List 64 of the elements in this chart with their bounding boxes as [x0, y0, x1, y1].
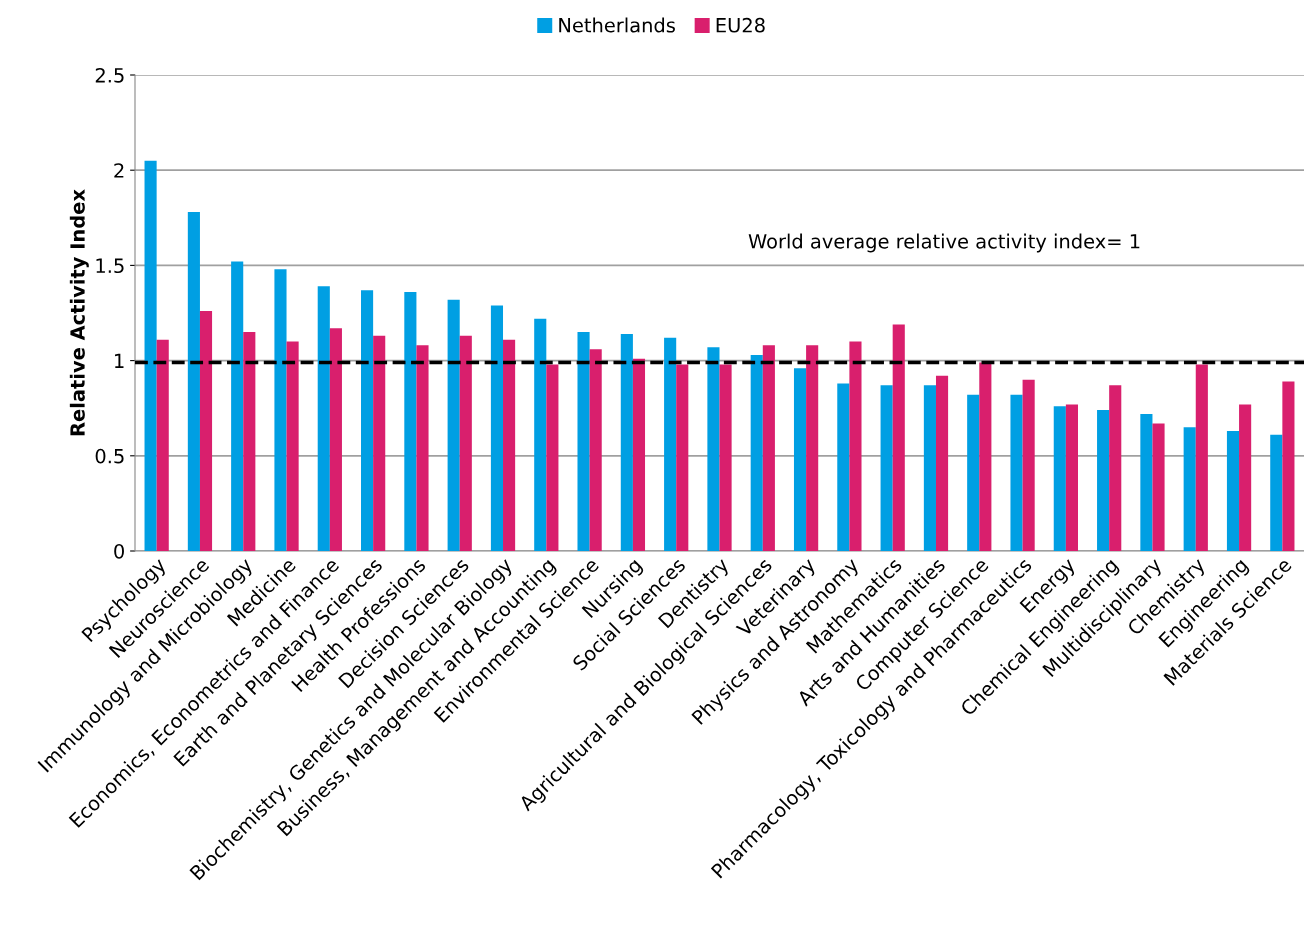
bar: [404, 292, 417, 551]
bar: [923, 385, 936, 551]
bar: [187, 212, 200, 551]
bar: [1053, 406, 1066, 551]
bar: [243, 332, 256, 551]
y-tick-label: 1.5: [96, 258, 124, 274]
bar: [459, 335, 472, 551]
bar: [1065, 404, 1078, 551]
y-tick-label: 2: [114, 163, 124, 178]
bar: [1226, 431, 1240, 551]
annotation: World average relative activity index= 1: [748, 233, 1140, 253]
y-tick-label: 0: [114, 543, 124, 559]
bar: [1183, 427, 1196, 551]
bar: [979, 362, 992, 551]
bar: [762, 345, 775, 551]
bar: [361, 290, 374, 551]
y-tick-label: 1: [115, 353, 124, 368]
bar: [317, 286, 330, 551]
y-tick-label: 2.5: [95, 67, 124, 83]
bar: [806, 345, 819, 551]
bar: [632, 358, 646, 551]
bar: [880, 385, 893, 551]
bar: [1282, 381, 1295, 551]
bar: [1140, 413, 1153, 551]
bar: [1152, 423, 1165, 551]
bar: [837, 383, 850, 551]
bar: [1010, 394, 1023, 551]
legend-label: Netherlands: [559, 17, 675, 33]
bar: [935, 375, 949, 551]
bar: [1270, 434, 1283, 551]
bar: [490, 305, 504, 551]
y-tick-label: 0.5: [95, 448, 124, 464]
bar: [373, 335, 386, 551]
bar: [503, 339, 516, 551]
bar: [1022, 379, 1035, 551]
bar: [892, 324, 905, 551]
bar: [1097, 410, 1110, 551]
bar: [534, 318, 547, 551]
bar: [676, 364, 689, 551]
bar: [199, 311, 213, 551]
bar: [329, 328, 342, 551]
bar: [620, 333, 633, 551]
bar: [1239, 404, 1252, 551]
bar: [589, 349, 602, 551]
bar: [274, 269, 287, 551]
bar: [577, 332, 590, 551]
bar: [286, 341, 299, 551]
y-axis-title: Relative Activity Index: [69, 189, 89, 436]
bar: [707, 347, 720, 551]
bar: [416, 345, 429, 551]
bar: [664, 337, 677, 551]
bar: [1195, 364, 1208, 551]
bar: [750, 354, 763, 551]
bar: [849, 341, 862, 551]
legend-label: EU28: [716, 17, 765, 33]
bar: [967, 394, 980, 551]
bar: [793, 368, 807, 551]
bar: [1109, 385, 1122, 551]
bar: [156, 339, 169, 551]
bar: [144, 160, 157, 551]
bar: [231, 261, 244, 551]
bar: [719, 364, 732, 551]
bar: [447, 299, 460, 551]
bar: [546, 364, 559, 551]
